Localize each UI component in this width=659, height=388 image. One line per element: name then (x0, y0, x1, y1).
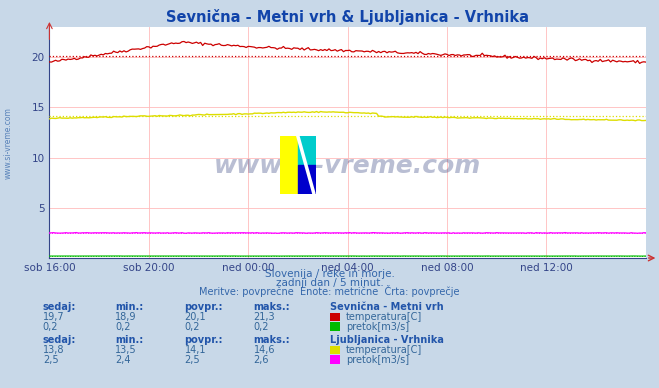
Text: Meritve: povprečne  Enote: metrične  Črta: povprečje: Meritve: povprečne Enote: metrične Črta:… (199, 285, 460, 297)
Text: www.si-vreme.com: www.si-vreme.com (214, 154, 481, 178)
Text: min.:: min.: (115, 335, 144, 345)
Text: sedaj:: sedaj: (43, 335, 76, 345)
Title: Sevnična - Metni vrh & Ljubljanica - Vrhnika: Sevnična - Metni vrh & Ljubljanica - Vrh… (166, 9, 529, 24)
Text: 0,2: 0,2 (115, 322, 131, 332)
Text: pretok[m3/s]: pretok[m3/s] (346, 322, 409, 332)
Text: 20,1: 20,1 (185, 312, 206, 322)
Text: 21,3: 21,3 (254, 312, 275, 322)
Text: maks.:: maks.: (254, 335, 291, 345)
Text: www.si-vreme.com: www.si-vreme.com (3, 107, 13, 180)
Text: Ljubljanica - Vrhnika: Ljubljanica - Vrhnika (330, 335, 444, 345)
Text: 0,2: 0,2 (43, 322, 59, 332)
Text: 0,2: 0,2 (185, 322, 200, 332)
Text: maks.:: maks.: (254, 302, 291, 312)
Text: 14,6: 14,6 (254, 345, 275, 355)
Text: 19,7: 19,7 (43, 312, 65, 322)
Text: Sevnična - Metni vrh: Sevnična - Metni vrh (330, 302, 443, 312)
Text: povpr.:: povpr.: (185, 302, 223, 312)
Text: 2,6: 2,6 (254, 355, 270, 365)
Text: 13,8: 13,8 (43, 345, 65, 355)
Text: sedaj:: sedaj: (43, 302, 76, 312)
Bar (298, 165, 316, 194)
Text: 13,5: 13,5 (115, 345, 137, 355)
Text: povpr.:: povpr.: (185, 335, 223, 345)
Bar (280, 136, 298, 194)
Text: min.:: min.: (115, 302, 144, 312)
Text: temperatura[C]: temperatura[C] (346, 345, 422, 355)
Text: 2,5: 2,5 (185, 355, 200, 365)
Text: 18,9: 18,9 (115, 312, 137, 322)
Text: 14,1: 14,1 (185, 345, 206, 355)
Text: pretok[m3/s]: pretok[m3/s] (346, 355, 409, 365)
Text: Slovenija / reke in morje.: Slovenija / reke in morje. (264, 269, 395, 279)
Text: zadnji dan / 5 minut.: zadnji dan / 5 minut. (275, 278, 384, 288)
Text: 0,2: 0,2 (254, 322, 270, 332)
Bar (298, 136, 316, 165)
Text: temperatura[C]: temperatura[C] (346, 312, 422, 322)
Text: 2,4: 2,4 (115, 355, 131, 365)
Text: 2,5: 2,5 (43, 355, 59, 365)
